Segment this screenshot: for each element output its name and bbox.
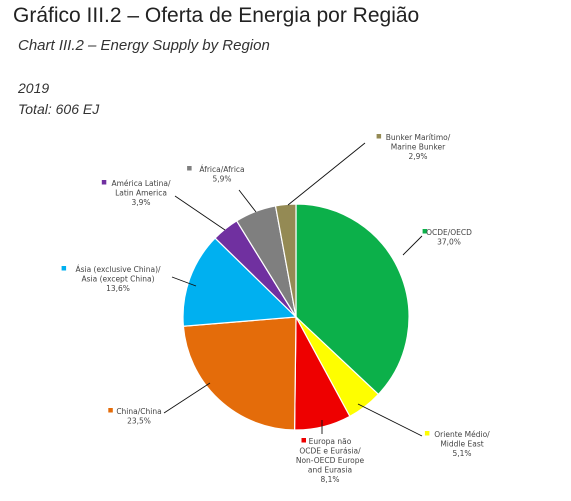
slice-label-text: África/Africa — [199, 165, 244, 174]
legend-marker — [301, 438, 306, 443]
pie-slice — [295, 203, 410, 396]
chart-subtitle: Chart III.2 – Energy Supply by Region — [18, 37, 270, 54]
slice-label-text: Latin America — [115, 189, 167, 198]
legend-marker — [187, 166, 192, 171]
slice-label-text: China/China — [116, 407, 161, 416]
pie-slice — [274, 203, 297, 318]
slice-label-text: Marine Bunker — [391, 143, 446, 152]
legend-marker — [422, 229, 428, 234]
leader-line — [402, 235, 423, 256]
slice-label-text: 3,9% — [131, 198, 150, 207]
slice-label: Ásia (exclusive China)/Asia (except Chin… — [61, 265, 161, 293]
leader-line — [238, 189, 257, 213]
slice-label-text: Non-OECD Europe — [296, 456, 365, 465]
pie-slice — [182, 316, 297, 431]
leader-line — [163, 382, 211, 414]
slice-label-text: Asia (except China) — [82, 275, 155, 284]
legend-marker — [108, 408, 113, 413]
slice-label-text: 5,1% — [452, 449, 471, 458]
slice-label-text: 2,9% — [408, 152, 427, 161]
slice-label-text: Ásia (exclusive China)/ — [75, 265, 161, 274]
leader-line — [287, 142, 366, 206]
slice-label-text: Middle East — [440, 440, 483, 449]
slice-label-text: América Latina/ — [112, 179, 171, 188]
slice-label-text: 8,1% — [320, 475, 339, 484]
leader-line — [174, 195, 226, 231]
slice-label-text: OCDE/OECD — [426, 228, 472, 237]
slice-label-text: and Eurasia — [308, 466, 352, 475]
slice-label-text: Bunker Marítimo/ — [386, 133, 451, 142]
slice-label-text: 23,5% — [127, 417, 151, 426]
leader-line — [171, 276, 197, 287]
slice-label-text: Europa não — [309, 437, 352, 446]
slice-label-text: Oriente Médio/ — [434, 430, 490, 439]
pie-slice — [182, 237, 298, 327]
year-label: 2019 — [18, 80, 50, 96]
slice-label-text: 5,9% — [212, 175, 231, 184]
chart-title: Gráfico III.2 – Oferta de Energia por Re… — [13, 4, 420, 27]
legend-marker — [424, 431, 430, 436]
legend-marker — [101, 180, 107, 185]
legend-marker — [61, 266, 67, 271]
leader-line — [357, 403, 423, 437]
legend-marker — [376, 134, 382, 139]
total-label: Total: 606 EJ — [18, 101, 100, 117]
slice-label-text: 37,0% — [437, 238, 461, 247]
slice-label-text: 13,6% — [106, 284, 130, 293]
slice-label-text: OCDE e Eurásia/ — [299, 447, 361, 456]
